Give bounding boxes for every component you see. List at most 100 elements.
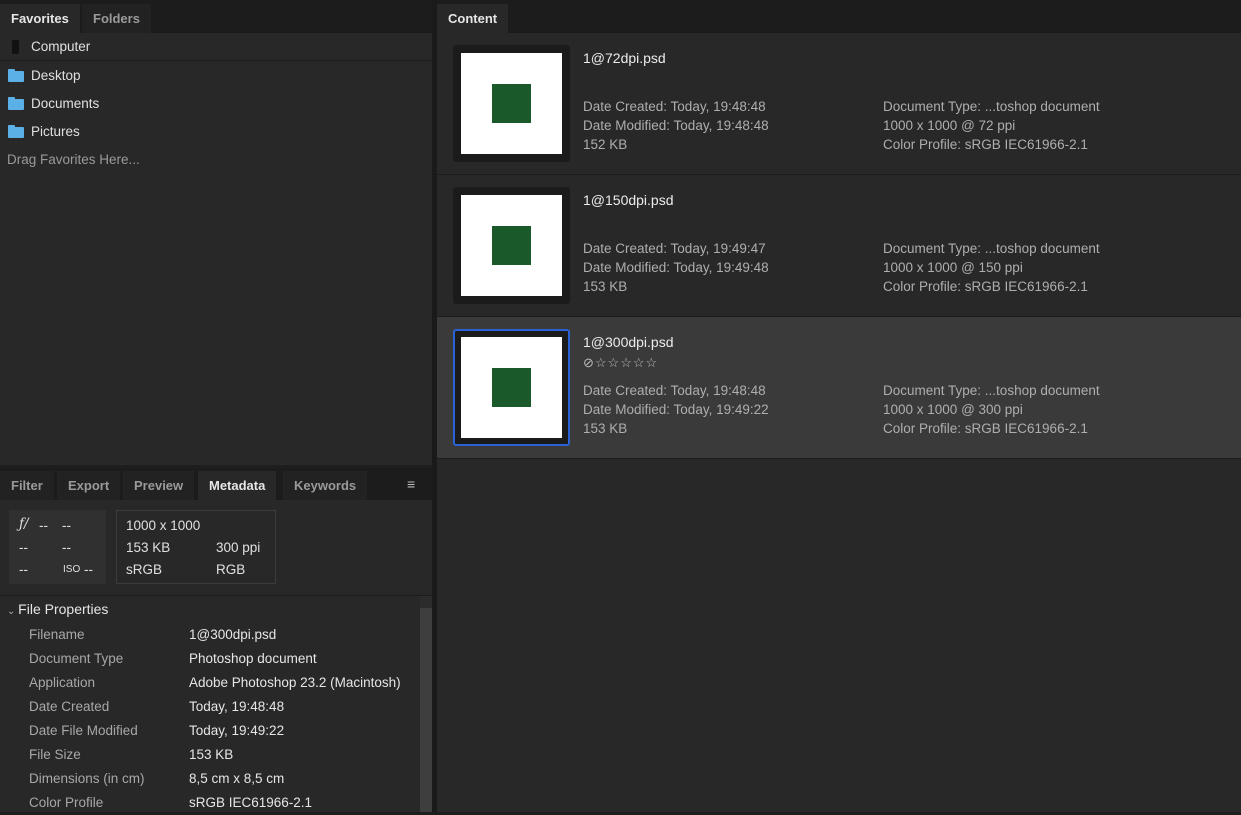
file-info: Date Created: Today, 19:48:48 Date Modifi… xyxy=(583,381,769,438)
property-label: Document Type xyxy=(29,651,124,666)
tab-preview[interactable]: Preview xyxy=(123,471,195,500)
property-label: Color Profile xyxy=(29,795,104,810)
camera-value: -- xyxy=(62,540,71,555)
property-label: Application xyxy=(29,675,96,690)
thumbnail-image xyxy=(461,53,562,154)
camera-info: ƒ/ -- -- -- -- -- ISO -- xyxy=(9,510,106,584)
thumbnail-image xyxy=(461,337,562,438)
folder-icon xyxy=(8,125,24,138)
divider xyxy=(0,595,432,596)
tab-favorites[interactable]: Favorites xyxy=(0,4,80,33)
properties-list: Filename 1@300dpi.psd Document Type Photosh… xyxy=(0,623,420,813)
mode-value: RGB xyxy=(216,562,246,577)
tab-filter[interactable]: Filter xyxy=(0,471,54,500)
document-type: Document Type: ...toshop document xyxy=(883,241,1100,256)
property-row: Document Type Photoshop document xyxy=(0,647,420,671)
scrollbar[interactable] xyxy=(420,596,432,812)
color-profile: Color Profile: sRGB IEC61966-2.1 xyxy=(883,279,1088,294)
image-info: 1000 x 1000 153 KB 300 ppi sRGB RGB xyxy=(116,510,276,584)
section-title: File Properties xyxy=(18,601,109,617)
metadata-panel: ƒ/ -- -- -- -- -- ISO -- 1000 x 1000 153… xyxy=(0,500,432,812)
folder-icon xyxy=(8,97,24,110)
favorite-documents[interactable]: Documents xyxy=(0,90,432,118)
thumbnail-square xyxy=(492,226,531,265)
favorite-label: Desktop xyxy=(31,68,81,83)
date-created: Date Created: Today, 19:48:48 xyxy=(583,383,766,398)
thumbnail-square xyxy=(492,368,531,407)
color-profile: Color Profile: sRGB IEC61966-2.1 xyxy=(883,137,1088,152)
favorite-computer[interactable]: Computer xyxy=(0,33,432,61)
property-value: 1@300dpi.psd xyxy=(189,627,277,642)
property-value: 153 KB xyxy=(189,747,234,762)
thumbnail[interactable] xyxy=(453,45,570,162)
favorite-label: Computer xyxy=(31,39,91,54)
date-created: Date Created: Today, 19:48:48 xyxy=(583,99,766,114)
folder-icon xyxy=(8,69,24,82)
doc-info: Document Type: ...toshop document 1000 x … xyxy=(883,97,1100,154)
favorite-label: Pictures xyxy=(31,124,80,139)
panel-menu-icon[interactable]: ≡ xyxy=(407,476,416,492)
doc-info: Document Type: ...toshop document 1000 x … xyxy=(883,381,1100,438)
tab-metadata[interactable]: Metadata xyxy=(198,471,277,500)
computer-icon xyxy=(12,40,19,54)
content-item[interactable]: 1@150dpi.psd Date Created: Today, 19:49:… xyxy=(437,175,1241,317)
property-row: Date File Modified Today, 19:49:22 xyxy=(0,719,420,743)
thumbnail[interactable] xyxy=(453,329,570,446)
tab-export[interactable]: Export xyxy=(57,471,121,500)
thumbnail[interactable] xyxy=(453,187,570,304)
iso-value: -- xyxy=(84,562,93,577)
favorites-tabbar: Favorites Folders xyxy=(0,0,432,33)
property-row: Dimensions (in cm) 8,5 cm x 8,5 cm xyxy=(0,767,420,791)
aperture-icon: ƒ/ xyxy=(19,516,29,532)
camera-value: -- xyxy=(19,540,28,555)
property-value: 8,5 cm x 8,5 cm xyxy=(189,771,285,786)
property-label: Date File Modified xyxy=(29,723,138,738)
property-label: Date Created xyxy=(29,699,110,714)
property-row: Filename 1@300dpi.psd xyxy=(0,623,420,647)
tab-folders[interactable]: Folders xyxy=(82,4,151,33)
property-value: Photoshop document xyxy=(189,651,317,666)
favorite-desktop[interactable]: Desktop xyxy=(0,62,432,90)
pane-splitter[interactable] xyxy=(432,0,437,812)
dimensions: 1000 x 1000 @ 300 ppi xyxy=(883,402,1023,417)
favorite-pictures[interactable]: Pictures xyxy=(0,118,432,146)
date-created: Date Created: Today, 19:49:47 xyxy=(583,241,766,256)
tab-keywords[interactable]: Keywords xyxy=(283,471,368,500)
file-name: 1@150dpi.psd xyxy=(583,192,674,208)
date-modified: Date Modified: Today, 19:49:48 xyxy=(583,260,769,275)
doc-info: Document Type: ...toshop document 1000 x … xyxy=(883,239,1100,296)
dimensions: 1000 x 1000 @ 150 ppi xyxy=(883,260,1023,275)
date-modified: Date Modified: Today, 19:48:48 xyxy=(583,118,769,133)
property-value: sRGB IEC61966-2.1 xyxy=(189,795,313,810)
property-label: Filename xyxy=(29,627,85,642)
date-modified: Date Modified: Today, 19:49:22 xyxy=(583,402,769,417)
file-name: 1@300dpi.psd xyxy=(583,334,674,350)
file-name: 1@72dpi.psd xyxy=(583,50,666,66)
color-profile: Color Profile: sRGB IEC61966-2.1 xyxy=(883,421,1088,436)
favorite-label: Documents xyxy=(31,96,100,111)
property-row: Date Created Today, 19:48:48 xyxy=(0,695,420,719)
file-size: 153 KB xyxy=(583,279,628,294)
rating-stars[interactable]: ⊘☆☆☆☆☆ xyxy=(583,355,659,370)
size-value: 153 KB xyxy=(126,540,171,555)
favorites-list: Computer Desktop Documents Pictures Drag… xyxy=(0,33,432,465)
document-type: Document Type: ...toshop document xyxy=(883,383,1100,398)
camera-value: -- xyxy=(19,562,28,577)
property-row: Color Profile sRGB IEC61966-2.1 xyxy=(0,791,420,815)
drag-favorites-hint: Drag Favorites Here... xyxy=(7,152,140,167)
bottom-tabbar: Filter Export Preview Metadata Keywords … xyxy=(0,468,432,500)
document-type: Document Type: ...toshop document xyxy=(883,99,1100,114)
content-item[interactable]: 1@72dpi.psd Date Created: Today, 19:48:4… xyxy=(437,33,1241,175)
section-file-properties[interactable]: ⌄ File Properties xyxy=(7,601,108,617)
scrollbar-thumb[interactable] xyxy=(420,608,432,812)
content-item[interactable]: 1@300dpi.psd ⊘☆☆☆☆☆ Date Created: Today,… xyxy=(437,317,1241,459)
tab-content[interactable]: Content xyxy=(437,4,509,33)
file-size: 153 KB xyxy=(583,421,628,436)
resolution-value: 300 ppi xyxy=(216,540,261,555)
aperture-value: -- xyxy=(39,518,48,533)
property-value: Adobe Photoshop 23.2 (Macintosh) xyxy=(189,675,401,690)
file-size: 152 KB xyxy=(583,137,628,152)
profile-value: sRGB xyxy=(126,562,163,577)
thumbnail-image xyxy=(461,195,562,296)
content-tabbar: Content xyxy=(437,0,1241,33)
